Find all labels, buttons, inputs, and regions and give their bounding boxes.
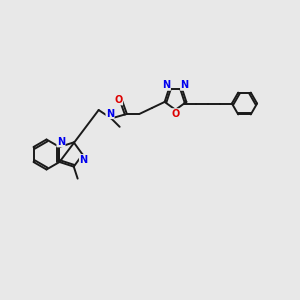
Text: O: O: [171, 109, 180, 119]
Text: N: N: [181, 80, 189, 90]
Text: N: N: [162, 80, 170, 90]
Text: N: N: [80, 154, 88, 165]
Text: O: O: [114, 95, 123, 105]
Text: N: N: [106, 109, 114, 118]
Text: N: N: [57, 137, 65, 147]
